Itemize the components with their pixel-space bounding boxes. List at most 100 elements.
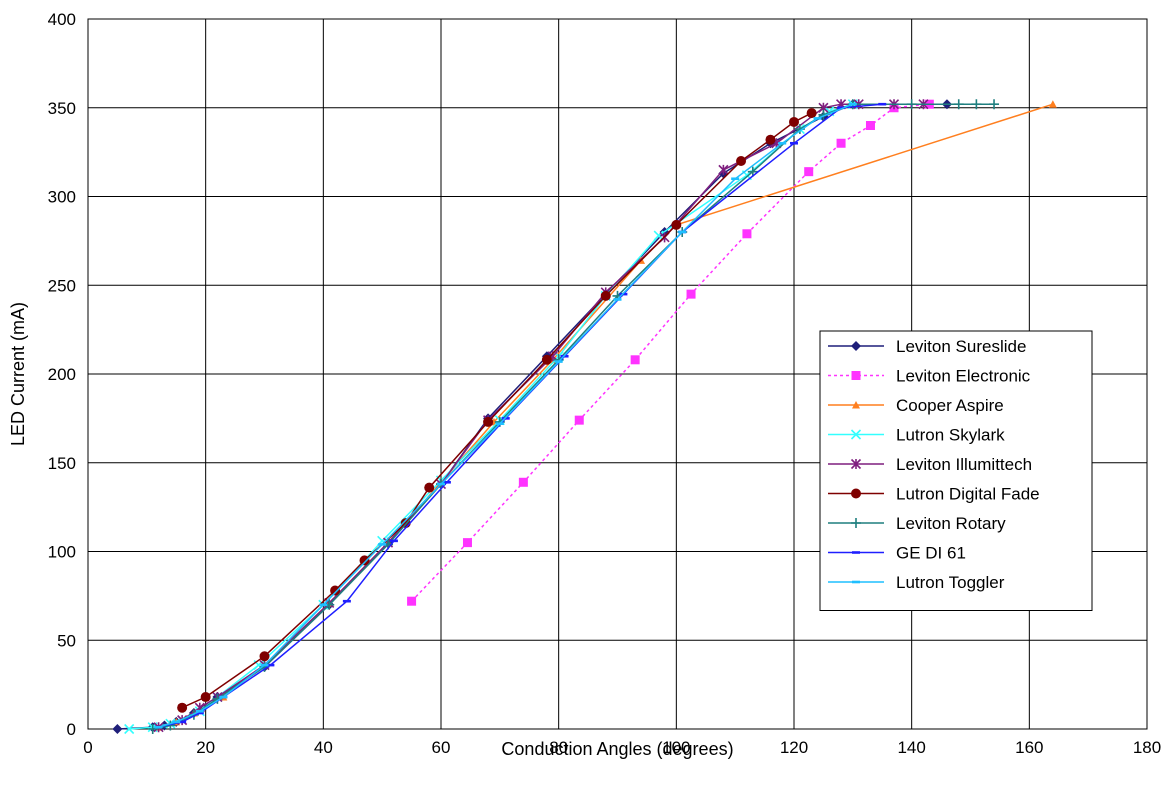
legend-label: Lutron Skylark <box>896 426 1005 445</box>
data-point <box>630 355 640 365</box>
y-tick-label: 50 <box>57 631 76 650</box>
legend-marker <box>852 580 860 584</box>
legend-item: Cooper Aspire <box>828 396 1004 415</box>
series-leviton-illumittech <box>153 99 929 733</box>
data-point <box>718 164 729 175</box>
series-line <box>158 103 883 728</box>
data-point <box>147 724 158 734</box>
data-point <box>971 99 982 110</box>
data-point <box>865 121 875 130</box>
y-tick-label: 250 <box>48 276 76 295</box>
data-point <box>260 663 269 667</box>
legend-label: Leviton Electronic <box>896 367 1031 386</box>
data-point <box>574 415 584 425</box>
data-point <box>495 422 504 425</box>
data-point <box>178 720 187 724</box>
data-point <box>678 230 687 234</box>
x-tick-label: 100 <box>662 738 690 757</box>
legend-label: Cooper Aspire <box>896 396 1004 415</box>
series-line <box>158 103 924 728</box>
y-tick-label: 0 <box>67 720 76 739</box>
data-point <box>836 138 846 148</box>
series-lutron-toggler <box>154 102 857 729</box>
data-point <box>613 298 622 301</box>
data-point <box>953 99 964 110</box>
legend-marker <box>851 488 861 499</box>
legend-box <box>819 330 1093 611</box>
data-point <box>878 102 887 106</box>
data-point <box>195 711 204 715</box>
data-point <box>837 106 846 110</box>
legend-item: Leviton Illumittech <box>828 455 1032 474</box>
legend-item: Lutron Skylark <box>828 426 1005 445</box>
legend-label: Lutron Digital Fade <box>896 485 1040 504</box>
data-point <box>906 99 917 110</box>
series-layer <box>112 99 1057 735</box>
x-tick-label: 180 <box>1133 738 1161 757</box>
legend-marker <box>852 401 860 409</box>
data-point <box>848 102 857 106</box>
y-tick-label: 200 <box>48 365 76 384</box>
data-point <box>172 720 181 724</box>
data-point <box>378 543 387 546</box>
legend-item: Leviton Electronic <box>828 367 1031 386</box>
legend-item: Lutron Toggler <box>828 573 1005 592</box>
data-point <box>742 229 752 239</box>
data-point <box>195 709 204 713</box>
legend-label: Lutron Toggler <box>896 573 1005 592</box>
data-point <box>989 99 1000 110</box>
data-point <box>154 725 163 729</box>
plot-frame <box>87 18 1148 730</box>
legend-item: GE DI 61 <box>828 544 966 563</box>
data-point <box>806 108 817 119</box>
data-point <box>1048 100 1057 108</box>
legend: Leviton Sureslide Leviton Electronic Coope… <box>819 330 1093 611</box>
data-point <box>671 219 682 230</box>
data-point <box>600 290 611 301</box>
x-axis-title: Conduction Angles (degrees) <box>501 739 733 759</box>
data-point <box>359 555 370 566</box>
y-tick-label: 350 <box>48 99 76 118</box>
y-tick-label: 150 <box>48 454 76 473</box>
legend-item: Leviton Sureslide <box>828 337 1026 356</box>
legend-label: GE DI 61 <box>896 544 966 563</box>
x-tick-label: 20 <box>196 738 215 757</box>
data-point <box>518 477 528 487</box>
data-point <box>813 117 822 120</box>
x-tick-label: 160 <box>1015 738 1043 757</box>
tick-labels: 0 20 40 60 80 100 120 140 160 180 0 50 100 150 200 250 3… <box>48 10 1162 757</box>
series-lutron-digital-fade <box>177 108 817 713</box>
data-point <box>541 354 552 365</box>
data-point <box>200 692 211 703</box>
legend-label: Leviton Sureslide <box>896 337 1026 356</box>
data-point <box>804 167 814 177</box>
data-point <box>112 724 123 734</box>
data-point <box>389 539 398 543</box>
y-axis-title: LED Current (mA) <box>8 302 28 446</box>
legend-marker <box>851 341 861 351</box>
x-tick-label: 60 <box>432 738 451 757</box>
y-tick-label: 400 <box>48 10 76 29</box>
data-point <box>407 596 417 606</box>
legend-marker <box>850 429 862 440</box>
data-point <box>789 116 799 127</box>
data-point <box>124 723 135 735</box>
data-point <box>731 177 740 181</box>
data-point <box>736 156 747 166</box>
legend-item: Lutron Digital Fade <box>828 485 1040 504</box>
data-point <box>319 603 328 607</box>
data-point <box>778 141 787 145</box>
legend-label: Leviton Rotary <box>896 514 1006 533</box>
data-point <box>554 360 563 363</box>
data-point <box>330 585 341 596</box>
data-point <box>219 695 228 699</box>
y-tick-label: 300 <box>48 188 76 207</box>
data-point <box>765 134 776 145</box>
data-point <box>424 482 435 493</box>
data-point <box>747 166 758 177</box>
y-tick-label: 100 <box>48 543 76 562</box>
data-point <box>462 538 472 548</box>
data-point <box>177 702 188 713</box>
x-tick-label: 40 <box>314 738 333 757</box>
